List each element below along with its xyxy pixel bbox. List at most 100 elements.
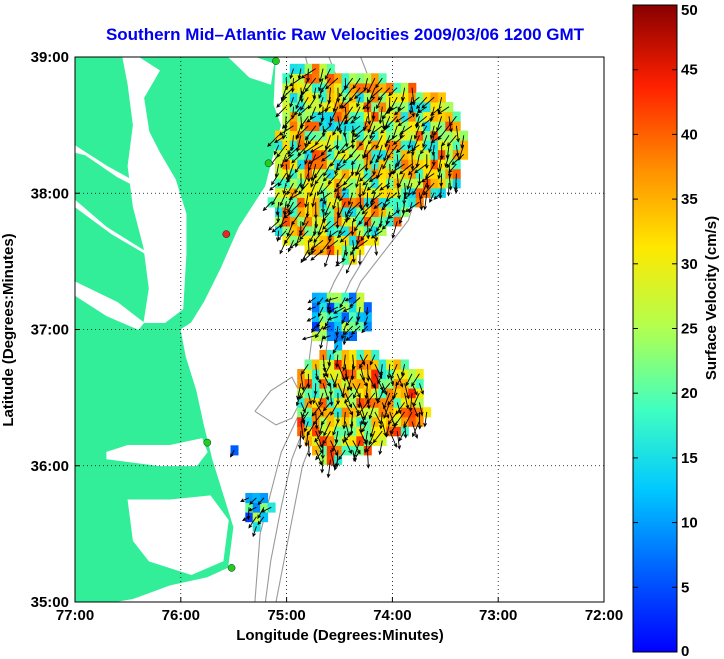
velocity-vector <box>340 144 353 154</box>
velocity-vector <box>304 77 317 93</box>
velocity-vector <box>457 144 465 161</box>
velocity-cell <box>349 225 357 236</box>
velocity-vector <box>369 354 376 366</box>
velocity-vector <box>299 230 309 241</box>
velocity-vector <box>421 125 428 136</box>
velocity-vector <box>386 173 391 190</box>
velocity-vector <box>357 249 362 266</box>
velocity-vector <box>365 306 369 316</box>
velocity-vector <box>294 163 302 174</box>
velocity-vector <box>335 450 340 468</box>
velocity-cell <box>326 140 335 151</box>
velocity-cell <box>363 168 372 179</box>
velocity-vector <box>411 421 419 440</box>
velocity-cell <box>334 292 343 303</box>
velocity-cell <box>334 168 343 179</box>
velocity-cell <box>319 245 328 256</box>
velocity-cell <box>312 292 320 303</box>
velocity-cell <box>430 92 439 103</box>
velocity-vector <box>448 163 457 174</box>
velocity-vector <box>287 201 294 214</box>
velocity-vector <box>357 392 362 409</box>
velocity-vector <box>367 116 376 134</box>
velocity-vector <box>299 220 309 237</box>
velocity-vector <box>365 97 370 112</box>
velocity-vector <box>369 192 383 203</box>
velocity-cell <box>326 397 335 408</box>
velocity-vector <box>421 96 435 109</box>
colorbar-ticks: 0 5 10 15 20 25 30 35 40 45 50 <box>633 2 698 659</box>
velocity-vector <box>412 182 420 196</box>
velocity-vector <box>425 163 435 181</box>
velocity-vector <box>295 392 302 407</box>
colorbar-gradient <box>632 4 678 653</box>
velocity-vector <box>336 411 340 424</box>
velocity-vector <box>281 115 294 129</box>
velocity-vector <box>353 449 361 462</box>
velocity-vector <box>315 449 323 466</box>
velocity-vector <box>417 106 428 114</box>
velocity-vector <box>370 230 383 239</box>
velocity-vector <box>328 116 333 128</box>
velocity-vector <box>316 297 324 306</box>
radar-station-marker <box>272 57 280 65</box>
velocity-vector <box>320 411 331 426</box>
velocity-vector <box>376 163 383 180</box>
velocity-vector <box>344 135 349 148</box>
velocity-vector <box>331 440 339 453</box>
velocity-vector <box>247 506 257 512</box>
velocity-cell <box>334 225 343 236</box>
velocity-vector <box>341 383 346 398</box>
velocity-vector <box>410 154 415 171</box>
velocity-cell <box>371 140 380 151</box>
velocity-vector <box>344 240 349 257</box>
velocity-cell <box>437 121 446 132</box>
velocity-cell <box>267 502 276 513</box>
velocity-vector <box>312 411 324 426</box>
velocity-vector <box>374 230 379 242</box>
velocity-vector <box>249 497 257 505</box>
velocity-vector <box>349 297 361 308</box>
velocity-vector <box>398 211 406 225</box>
velocity-cell <box>393 187 402 198</box>
velocity-vector <box>358 182 363 199</box>
velocity-vector <box>327 173 339 185</box>
velocity-vector <box>453 173 458 192</box>
velocity-vector <box>371 182 383 195</box>
velocity-vector <box>338 221 346 235</box>
velocity-vector <box>368 430 376 446</box>
velocity-vector <box>395 115 405 123</box>
velocity-vector <box>365 192 370 209</box>
velocity-vector <box>347 192 354 206</box>
velocity-cell <box>275 130 283 141</box>
velocity-vector <box>300 421 305 441</box>
velocity-vector <box>377 87 391 101</box>
velocity-vector <box>299 87 304 103</box>
velocity-vector <box>319 192 331 202</box>
velocity-vector <box>409 96 420 106</box>
velocity-vector <box>373 201 383 210</box>
velocity-vector <box>287 201 302 216</box>
velocity-cell <box>363 159 372 170</box>
velocity-vector <box>418 192 424 211</box>
velocity-vector <box>358 135 368 147</box>
velocity-vector <box>417 173 422 186</box>
velocity-vector <box>397 173 406 189</box>
velocity-cell <box>282 225 291 236</box>
velocity-vector <box>354 125 368 138</box>
velocity-cell <box>312 311 320 322</box>
velocity-vector <box>333 306 346 314</box>
velocity-vector <box>307 297 316 304</box>
velocity-vector <box>418 383 424 395</box>
velocity-vector <box>344 392 354 404</box>
velocity-vector <box>370 125 383 135</box>
velocity-cell <box>371 168 380 179</box>
velocity-cell <box>319 140 328 151</box>
velocity-vector <box>300 116 309 128</box>
velocity-vector <box>416 96 428 110</box>
velocity-vector <box>381 220 391 230</box>
velocity-vector <box>338 449 346 461</box>
velocity-vector <box>289 97 294 108</box>
velocity-vector <box>372 430 383 444</box>
velocity-vector <box>398 163 413 175</box>
